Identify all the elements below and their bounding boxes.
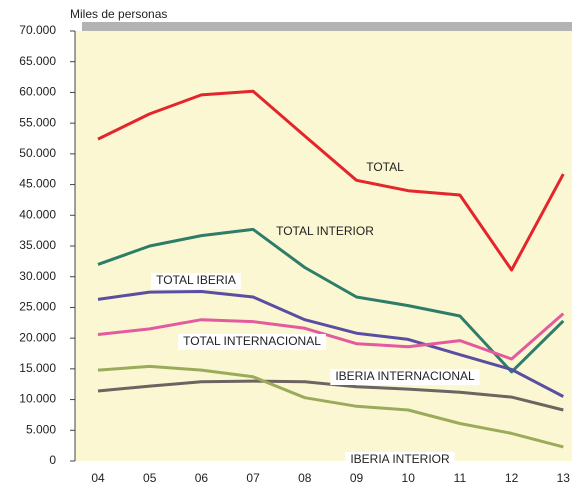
label-box bbox=[178, 334, 326, 350]
y-tick-label: 35.000 bbox=[19, 238, 56, 252]
series-label: TOTAL INTERNACIONAL bbox=[183, 334, 321, 348]
y-tick-label: 65.000 bbox=[19, 54, 56, 68]
y-tick-label: 40.000 bbox=[19, 207, 56, 221]
plot-shadow bbox=[82, 22, 572, 31]
y-tick-label: 25.000 bbox=[19, 300, 56, 314]
y-tick-label: 15.000 bbox=[19, 361, 56, 375]
series-label: IBERIA INTERIOR bbox=[350, 452, 450, 466]
x-tick-label: 04 bbox=[91, 471, 105, 485]
y-tick-label: 60.000 bbox=[19, 85, 56, 99]
y-tick-label: 5.000 bbox=[26, 422, 56, 436]
label-box bbox=[330, 369, 480, 385]
plot-area bbox=[75, 31, 572, 461]
x-tick-label: 09 bbox=[350, 471, 364, 485]
x-tick-label: 06 bbox=[195, 471, 209, 485]
x-tick-label: 05 bbox=[143, 471, 157, 485]
series-label: TOTAL IBERIA bbox=[156, 273, 236, 287]
series-label: IBERIA INTERNACIONAL bbox=[335, 369, 475, 383]
x-tick-label: 12 bbox=[505, 471, 519, 485]
x-tick-label: 13 bbox=[557, 471, 571, 485]
label-box bbox=[345, 452, 455, 468]
series-line bbox=[97, 227, 565, 374]
series-line bbox=[97, 312, 565, 361]
y-tick-label: 0 bbox=[49, 453, 56, 467]
y-tick-label: 50.000 bbox=[19, 146, 56, 160]
series-label: TOTAL bbox=[366, 160, 404, 174]
y-tick-label: 30.000 bbox=[19, 269, 56, 283]
y-tick-label: 55.000 bbox=[19, 115, 56, 129]
y-tick-label: 10.000 bbox=[19, 392, 56, 406]
label-box bbox=[151, 273, 241, 289]
y-tick-label: 45.000 bbox=[19, 177, 56, 191]
x-tick-label: 10 bbox=[402, 471, 416, 485]
series-line bbox=[97, 290, 564, 398]
chart-title: Miles de personas bbox=[70, 7, 167, 21]
series-line bbox=[97, 364, 564, 449]
x-tick-label: 11 bbox=[454, 471, 467, 485]
x-tick-label: 08 bbox=[298, 471, 312, 485]
y-tick-label: 20.000 bbox=[19, 330, 56, 344]
series-label: TOTAL INTERIOR bbox=[276, 224, 374, 238]
x-tick-label: 07 bbox=[246, 471, 260, 485]
series-line bbox=[97, 89, 565, 272]
y-tick-label: 70.000 bbox=[19, 23, 56, 37]
